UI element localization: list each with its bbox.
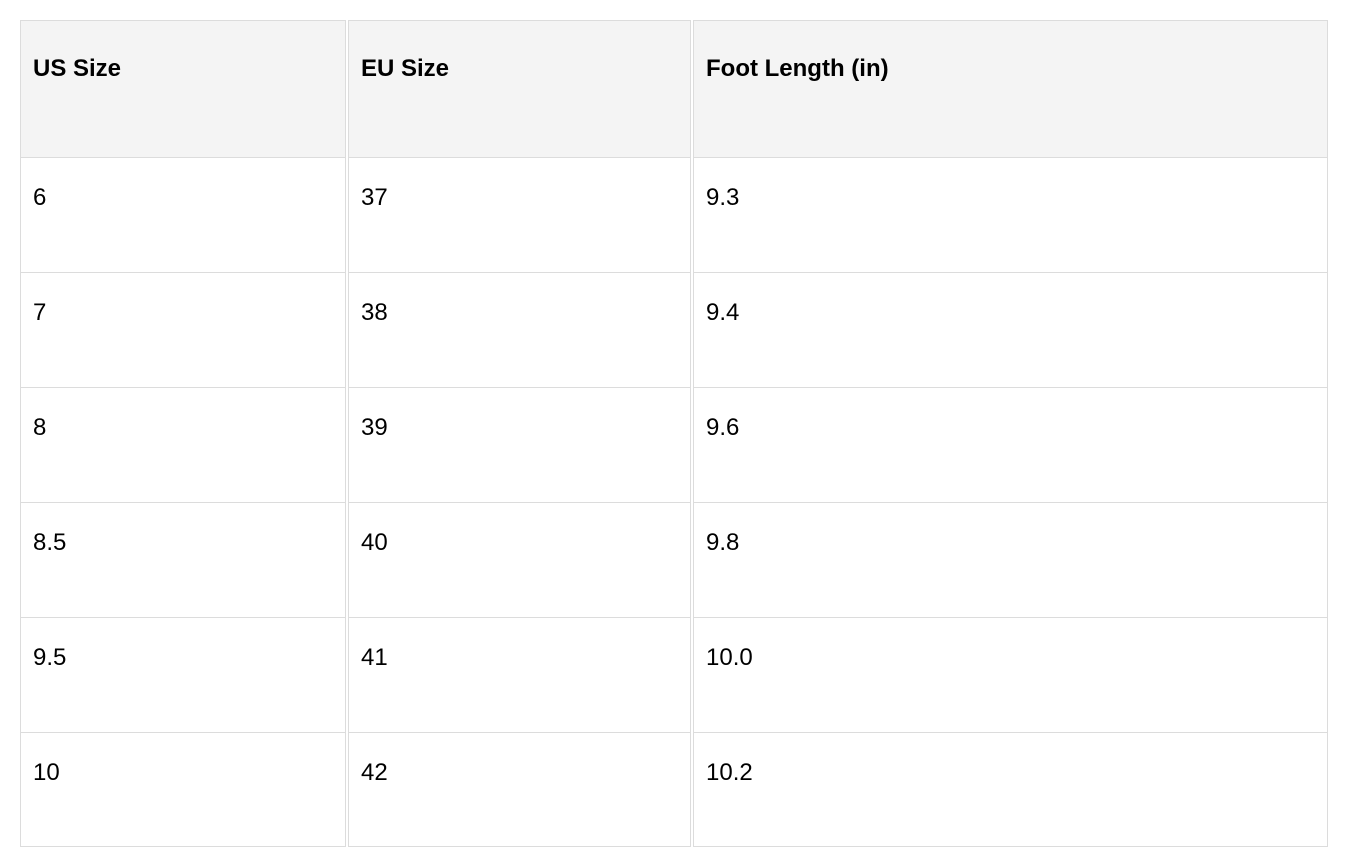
cell-us-size: 6 xyxy=(20,157,346,272)
cell-us-size: 9.5 xyxy=(20,617,346,732)
header-row: US Size EU Size Foot Length (in) xyxy=(20,20,1328,157)
table-row: 6 37 9.3 xyxy=(20,157,1328,272)
table-row: 10 42 10.2 xyxy=(20,732,1328,847)
table-row: 8 39 9.6 xyxy=(20,387,1328,502)
cell-us-size: 8.5 xyxy=(20,502,346,617)
cell-foot-length: 10.0 xyxy=(693,617,1328,732)
size-chart-table: US Size EU Size Foot Length (in) 6 37 9.3 7… xyxy=(20,20,1328,847)
cell-foot-length: 9.8 xyxy=(693,502,1328,617)
cell-eu-size: 40 xyxy=(348,502,691,617)
cell-eu-size: 38 xyxy=(348,272,691,387)
cell-foot-length: 9.6 xyxy=(693,387,1328,502)
cell-eu-size: 37 xyxy=(348,157,691,272)
table-row: 9.5 41 10.0 xyxy=(20,617,1328,732)
cell-eu-size: 39 xyxy=(348,387,691,502)
cell-us-size: 7 xyxy=(20,272,346,387)
cell-foot-length: 10.2 xyxy=(693,732,1328,847)
cell-foot-length: 9.3 xyxy=(693,157,1328,272)
cell-eu-size: 42 xyxy=(348,732,691,847)
cell-us-size: 8 xyxy=(20,387,346,502)
header-foot-length: Foot Length (in) xyxy=(693,20,1328,157)
table-row: 7 38 9.4 xyxy=(20,272,1328,387)
table-row: 8.5 40 9.8 xyxy=(20,502,1328,617)
cell-eu-size: 41 xyxy=(348,617,691,732)
header-eu-size: EU Size xyxy=(348,20,691,157)
header-us-size: US Size xyxy=(20,20,346,157)
cell-us-size: 10 xyxy=(20,732,346,847)
cell-foot-length: 9.4 xyxy=(693,272,1328,387)
